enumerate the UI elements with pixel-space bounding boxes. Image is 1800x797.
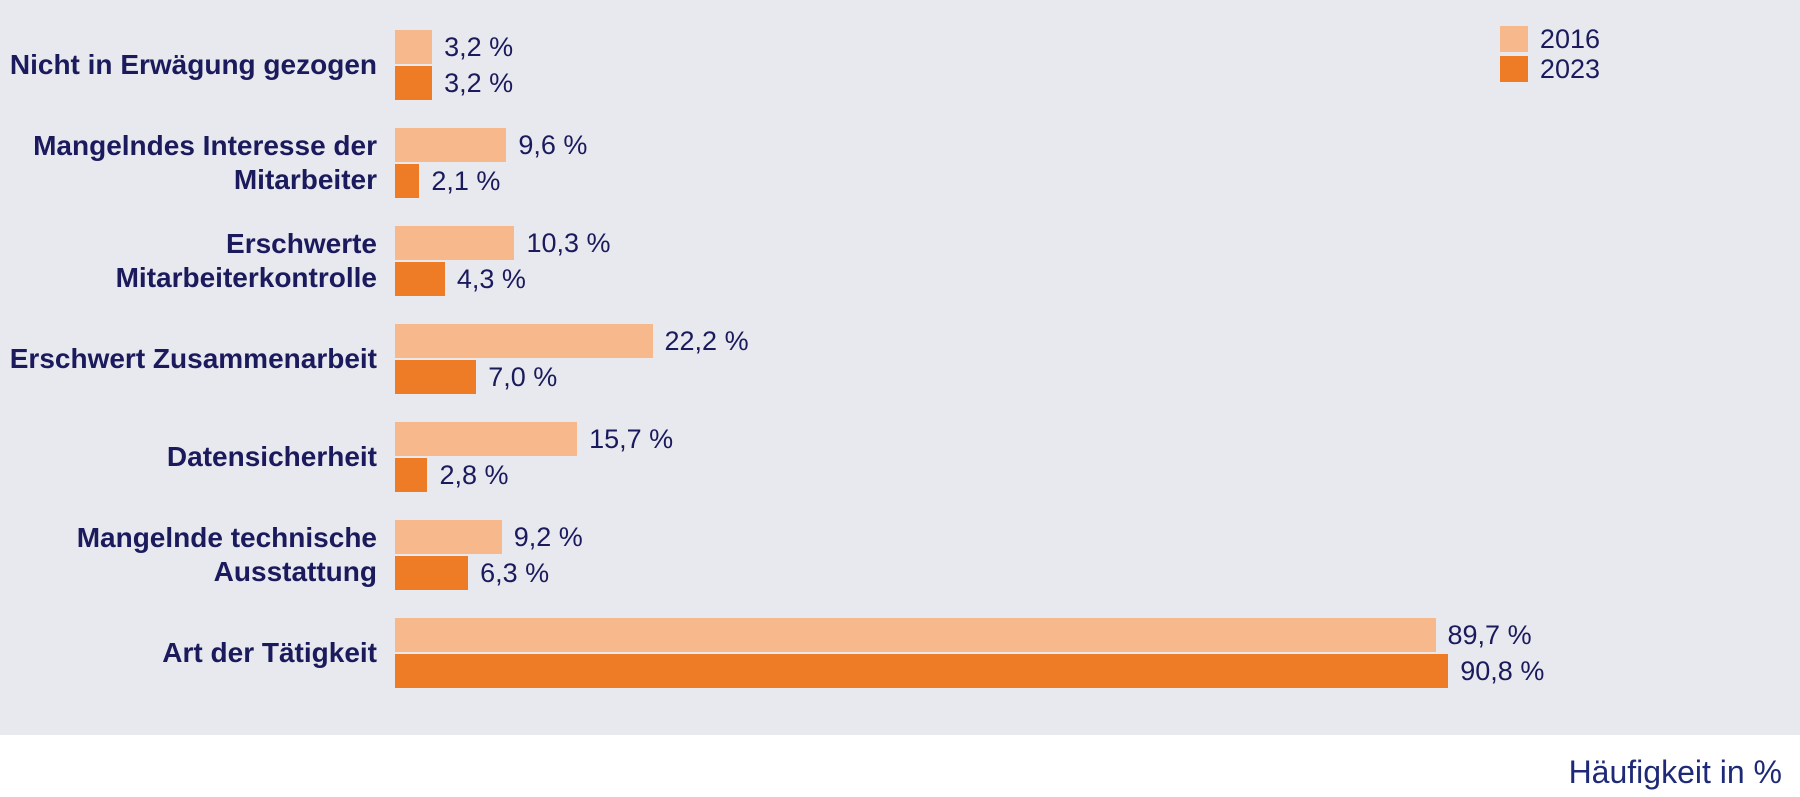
bar-value-label: 4,3 % — [457, 264, 526, 295]
bar-rect — [395, 30, 432, 64]
chart-row: Nicht in Erwägung gezogen 3,2 % 3,2 % — [0, 20, 1740, 110]
bar-group: 22,2 % 7,0 % — [395, 314, 1740, 404]
bar-value-label: 22,2 % — [665, 326, 749, 357]
bar-rect — [395, 164, 419, 198]
bar-rect — [395, 618, 1436, 652]
bar: 90,8 % — [395, 654, 1544, 688]
bar-value-label: 7,0 % — [488, 362, 557, 393]
bar-group: 9,6 % 2,1 % — [395, 118, 1740, 208]
category-label: Mangelndes Interesse der Mitarbeiter — [0, 129, 395, 196]
bar-rect — [395, 226, 514, 260]
bar-group: 3,2 % 3,2 % — [395, 20, 1740, 110]
bar-value-label: 2,8 % — [439, 460, 508, 491]
bar: 10,3 % — [395, 226, 611, 260]
bar: 4,3 % — [395, 262, 526, 296]
chart-row: Datensicherheit 15,7 % 2,8 % — [0, 412, 1740, 502]
chart-row: Mangelnde technische Ausstattung 9,2 % 6,3… — [0, 510, 1740, 600]
bar: 9,2 % — [395, 520, 583, 554]
bar-rect — [395, 556, 468, 590]
chart-area: 2016 2023 Nicht in Erwägung gezogen3,2 %… — [0, 0, 1800, 735]
bar-value-label: 3,2 % — [444, 32, 513, 63]
bar: 7,0 % — [395, 360, 557, 394]
bar-value-label: 9,2 % — [514, 522, 583, 553]
bar-value-label: 89,7 % — [1448, 620, 1532, 651]
bar-rect — [395, 520, 502, 554]
bar-rect — [395, 458, 427, 492]
bar-value-label: 2,1 % — [431, 166, 500, 197]
bar-value-label: 15,7 % — [589, 424, 673, 455]
bar-value-label: 3,2 % — [444, 68, 513, 99]
bar: 9,6 % — [395, 128, 587, 162]
chart-row: Art der Tätigkeit 89,7 % 90,8 % — [0, 608, 1740, 698]
bar-rect — [395, 128, 506, 162]
bar-rect — [395, 654, 1448, 688]
category-label: Nicht in Erwägung gezogen — [0, 48, 395, 82]
category-label: Art der Tätigkeit — [0, 636, 395, 670]
bar-group: 89,7 % 90,8 % — [395, 608, 1740, 698]
chart-row: Erschwerte Mitarbeiterkontrolle10,3 %4,3… — [0, 216, 1740, 306]
category-label: Mangelnde technische Ausstattung — [0, 521, 395, 588]
bar-value-label: 6,3 % — [480, 558, 549, 589]
bar: 22,2 % — [395, 324, 749, 358]
chart-rows: Nicht in Erwägung gezogen 3,2 % 3,2 % Mange… — [0, 20, 1740, 698]
bar: 15,7 % — [395, 422, 673, 456]
bar-rect — [395, 262, 445, 296]
footer-area: Häufigkeit in % — [0, 735, 1800, 797]
category-label: Erschwert Zusammenarbeit — [0, 342, 395, 376]
bar-rect — [395, 360, 476, 394]
chart-row: Mangelndes Interesse der Mitarbeiter9,6 … — [0, 118, 1740, 208]
bar-value-label: 9,6 % — [518, 130, 587, 161]
x-axis-label: Häufigkeit in % — [1569, 754, 1782, 791]
bar-rect — [395, 324, 653, 358]
bar-rect — [395, 66, 432, 100]
bar-group: 9,2 % 6,3 % — [395, 510, 1740, 600]
bar: 2,8 % — [395, 458, 509, 492]
bar: 6,3 % — [395, 556, 549, 590]
bar-rect — [395, 422, 577, 456]
chart-row: Erschwert Zusammenarbeit 22,2 % 7,0 % — [0, 314, 1740, 404]
bar-group: 10,3 %4,3 % — [395, 216, 1740, 306]
bar: 3,2 % — [395, 66, 513, 100]
bar-value-label: 10,3 % — [526, 228, 610, 259]
bar-group: 15,7 % 2,8 % — [395, 412, 1740, 502]
bar-value-label: 90,8 % — [1460, 656, 1544, 687]
category-label: Erschwerte Mitarbeiterkontrolle — [0, 227, 395, 294]
bar: 89,7 % — [395, 618, 1532, 652]
bar: 2,1 % — [395, 164, 500, 198]
bar: 3,2 % — [395, 30, 513, 64]
category-label: Datensicherheit — [0, 440, 395, 474]
